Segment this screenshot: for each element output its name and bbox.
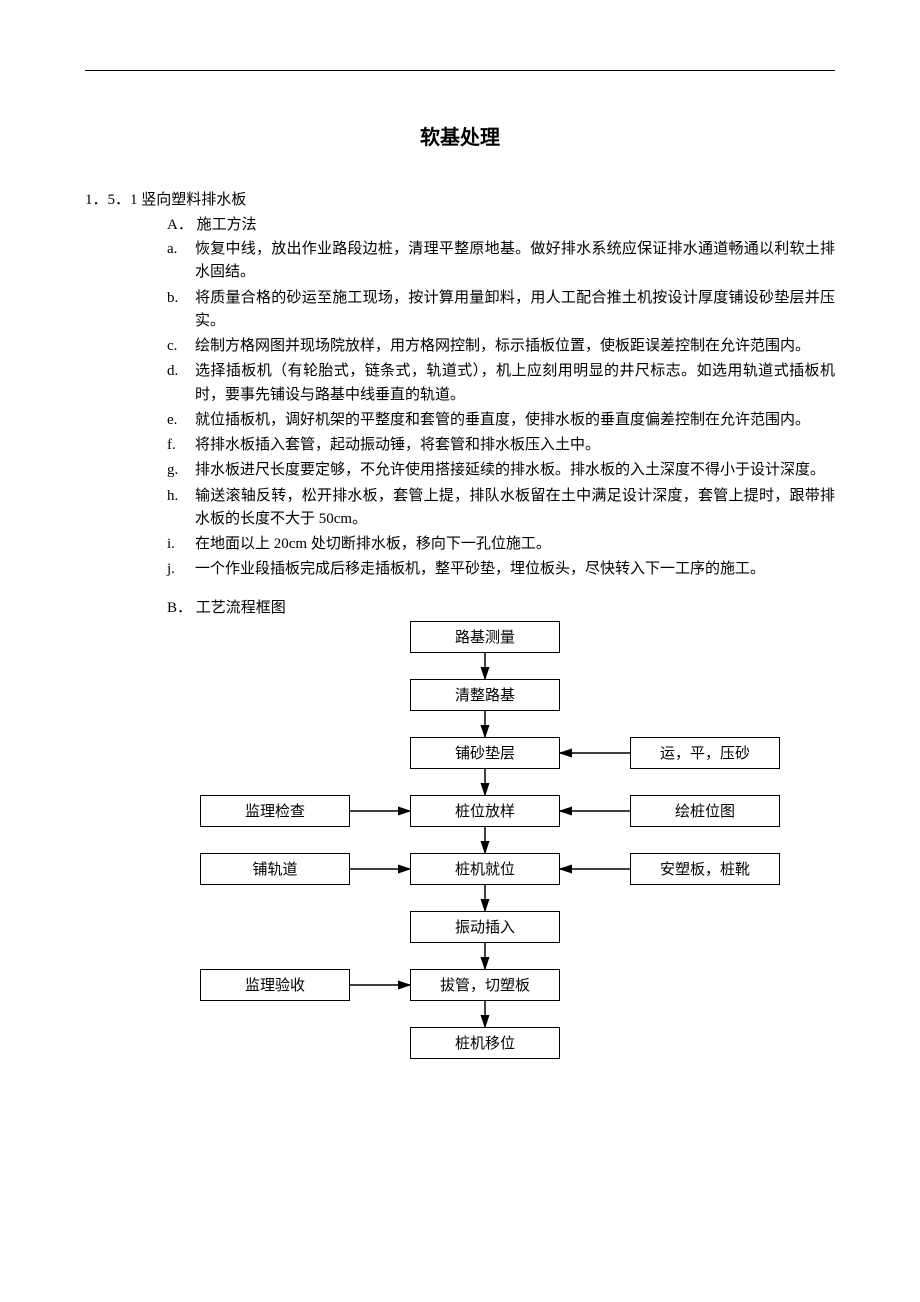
item-text: 选择插板机（有轮胎式，链条式，轨道式），机上应刻用明显的井尺标志。如选用轨道式插…: [195, 360, 835, 407]
flow-node-n4: 桩位放样: [410, 795, 560, 827]
item-marker: f.: [167, 434, 195, 457]
item-text: 恢复中线，放出作业路段边桩，清理平整原地基。做好排水系统应保证排水通道畅通以利软…: [195, 238, 835, 285]
item-marker: a.: [167, 238, 195, 285]
list-item: j.一个作业段插板完成后移走插板机，整平砂垫，埋位板头，尽快转入下一工序的施工。: [167, 558, 835, 581]
list-item: a.恢复中线，放出作业路段边桩，清理平整原地基。做好排水系统应保证排水通道畅通以…: [167, 238, 835, 285]
item-text: 在地面以上 20cm 处切断排水板，移向下一孔位施工。: [195, 533, 835, 556]
page-title: 软基处理: [85, 121, 835, 150]
flow-node-r5: 安塑板，桩靴: [630, 853, 780, 885]
flowchart: 路基测量清整路基铺砂垫层桩位放样桩机就位振动插入拔管，切塑板桩机移位 监理检查铺轨…: [85, 621, 835, 1131]
flow-node-n8: 桩机移位: [410, 1027, 560, 1059]
section-number: 1．5．1 竖向塑料排水板: [85, 188, 835, 209]
flow-node-n1: 路基测量: [410, 621, 560, 653]
list-item: i.在地面以上 20cm 处切断排水板，移向下一孔位施工。: [167, 533, 835, 556]
top-rule: [85, 70, 835, 71]
item-marker: j.: [167, 558, 195, 581]
flow-node-n7: 拔管，切塑板: [410, 969, 560, 1001]
flow-node-l5: 铺轨道: [200, 853, 350, 885]
item-marker: c.: [167, 335, 195, 358]
list-item: g.排水板进尺长度要定够，不允许使用搭接延续的排水板。排水板的入土深度不得小于设…: [167, 459, 835, 482]
item-marker: d.: [167, 360, 195, 407]
list-item: e.就位插板机，调好机架的平整度和套管的垂直度，使排水板的垂直度偏差控制在允许范…: [167, 409, 835, 432]
item-marker: g.: [167, 459, 195, 482]
list-item: d.选择插板机（有轮胎式，链条式，轨道式），机上应刻用明显的井尺标志。如选用轨道…: [167, 360, 835, 407]
item-marker: i.: [167, 533, 195, 556]
subsection-b-heading: B． 工艺流程框图: [167, 596, 835, 617]
list-item: c.绘制方格网图并现场院放样，用方格网控制，标示插板位置，使板距误差控制在允许范…: [167, 335, 835, 358]
item-marker: e.: [167, 409, 195, 432]
item-text: 绘制方格网图并现场院放样，用方格网控制，标示插板位置，使板距误差控制在允许范围内…: [195, 335, 835, 358]
item-marker: h.: [167, 485, 195, 532]
list-item: b.将质量合格的砂运至施工现场，按计算用量卸料，用人工配合推土机按设计厚度铺设砂…: [167, 287, 835, 334]
item-text: 排水板进尺长度要定够，不允许使用搭接延续的排水板。排水板的入土深度不得小于设计深…: [195, 459, 835, 482]
flow-node-n6: 振动插入: [410, 911, 560, 943]
flow-node-l4: 监理检查: [200, 795, 350, 827]
flow-node-r4: 绘桩位图: [630, 795, 780, 827]
subsection-a-heading: A． 施工方法: [167, 213, 835, 234]
flow-node-l7: 监理验收: [200, 969, 350, 1001]
flow-node-n2: 清整路基: [410, 679, 560, 711]
item-text: 就位插板机，调好机架的平整度和套管的垂直度，使排水板的垂直度偏差控制在允许范围内…: [195, 409, 835, 432]
item-text: 将质量合格的砂运至施工现场，按计算用量卸料，用人工配合推土机按设计厚度铺设砂垫层…: [195, 287, 835, 334]
item-text: 输送滚轴反转，松开排水板，套管上提，排队水板留在土中满足设计深度，套管上提时，跟…: [195, 485, 835, 532]
flow-node-n5: 桩机就位: [410, 853, 560, 885]
list-item: f.将排水板插入套管，起动振动锤，将套管和排水板压入土中。: [167, 434, 835, 457]
item-marker: b.: [167, 287, 195, 334]
flow-node-n3: 铺砂垫层: [410, 737, 560, 769]
flow-node-r3: 运，平，压砂: [630, 737, 780, 769]
list-item: h.输送滚轴反转，松开排水板，套管上提，排队水板留在土中满足设计深度，套管上提时…: [167, 485, 835, 532]
item-text: 将排水板插入套管，起动振动锤，将套管和排水板压入土中。: [195, 434, 835, 457]
item-text: 一个作业段插板完成后移走插板机，整平砂垫，埋位板头，尽快转入下一工序的施工。: [195, 558, 835, 581]
